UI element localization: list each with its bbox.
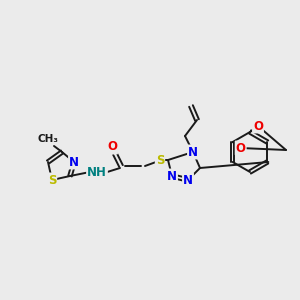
Text: N: N (69, 155, 79, 169)
Text: N: N (188, 146, 198, 158)
Text: O: O (107, 140, 117, 154)
Text: N: N (183, 173, 193, 187)
Text: O: O (236, 142, 246, 154)
Text: N: N (167, 169, 177, 182)
Text: CH₃: CH₃ (38, 134, 58, 144)
Text: NH: NH (87, 167, 107, 179)
Text: S: S (156, 154, 164, 166)
Text: S: S (48, 173, 56, 187)
Text: O: O (253, 119, 263, 133)
